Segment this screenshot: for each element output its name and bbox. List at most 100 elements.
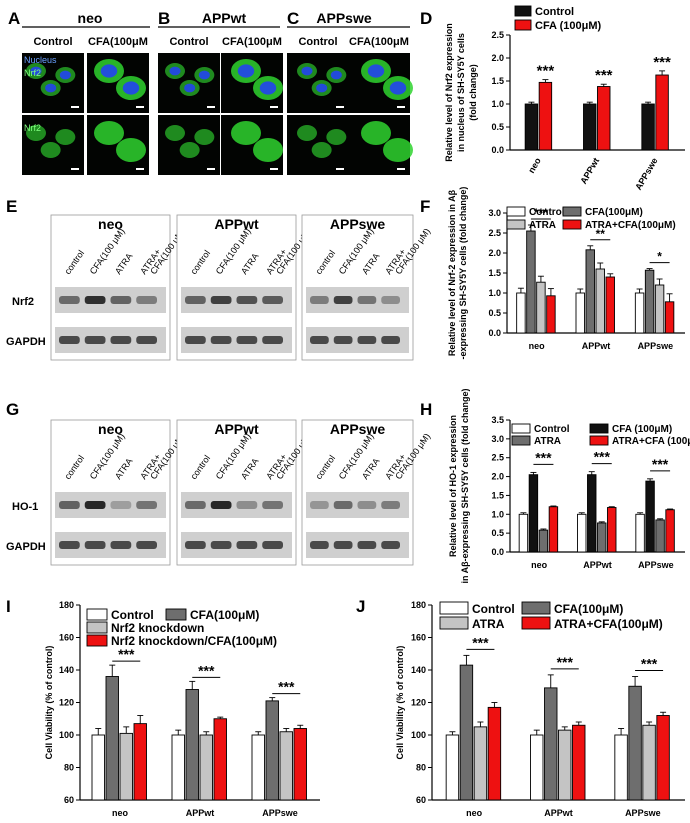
blot-band — [59, 541, 80, 549]
y-tick-label: 100 — [411, 730, 426, 740]
micro-group-title: APPwt — [202, 10, 247, 26]
micro-scalebar — [71, 168, 79, 170]
blot-band — [111, 336, 132, 344]
category-label: APPwt — [186, 808, 215, 818]
bar — [252, 735, 265, 800]
micro-group-title: neo — [78, 10, 103, 26]
y-tick-label: 3.0 — [491, 434, 504, 444]
bar — [92, 735, 105, 800]
micro-row-label-nucleus: Nucleus — [24, 55, 57, 65]
blot-band — [334, 336, 353, 344]
y-tick-label: 160 — [411, 633, 426, 643]
micro-nucleus — [45, 84, 56, 93]
micro-nucleus — [316, 84, 327, 93]
bar — [214, 719, 227, 800]
blot-band — [334, 501, 353, 509]
category-label: APPswe — [625, 808, 661, 818]
micro-nucleus — [331, 71, 342, 80]
category-label: APPswe — [262, 808, 298, 818]
panel-label-a: A — [8, 9, 20, 28]
y-axis-label: Cell Viability (% of control) — [44, 646, 54, 760]
legend-label: ATRA+CFA(100μM) — [585, 220, 676, 231]
significance-marker: *** — [595, 67, 613, 84]
panel-label-i: I — [6, 597, 11, 616]
legend-swatch — [512, 436, 530, 445]
micro-row-label-nrf2: Nrf2 — [24, 68, 41, 78]
blot-row-label-target: Nrf2 — [12, 296, 34, 308]
micro-scalebar — [71, 106, 79, 108]
panel-label-d: D — [420, 9, 432, 28]
panel-label-g: G — [6, 400, 19, 419]
micro-cell — [326, 129, 346, 145]
bar — [517, 293, 526, 333]
bar — [629, 686, 642, 800]
blot-band — [262, 501, 283, 509]
bar — [665, 302, 674, 333]
legend-swatch — [522, 602, 550, 614]
micro-condition-label: Control — [298, 36, 337, 48]
y-tick-label: 2.5 — [491, 30, 504, 40]
blot-group-title: APPwt — [214, 216, 259, 232]
micro-nucleus — [101, 64, 118, 77]
bar — [657, 716, 670, 801]
bar — [646, 481, 655, 552]
bar — [549, 507, 558, 552]
legend-label: Nrf2 knockdown/CFA(100μM) — [111, 634, 277, 648]
micro-cell — [165, 125, 185, 141]
y-tick-label: 2.5 — [491, 453, 504, 463]
micro-nucleus — [199, 71, 210, 80]
chart-d: 0.00.51.01.52.02.5Relative level of Nrf2… — [444, 6, 685, 192]
y-tick-label: 1.0 — [491, 99, 504, 109]
legend-label: Nrf2 knockdown — [111, 621, 204, 635]
blot-band — [381, 296, 400, 304]
y-axis-label: Relative level of Nrf-2 expression in Aβ — [447, 189, 457, 356]
y-tick-label: 0.5 — [491, 528, 504, 538]
blot-band — [310, 501, 329, 509]
bar — [186, 690, 199, 801]
micro-nucleus — [390, 81, 407, 94]
bar — [539, 530, 548, 552]
legend-label: CFA(100μM) — [554, 602, 623, 616]
legend-swatch — [563, 220, 581, 229]
category-label: APPswe — [638, 341, 674, 351]
bar — [642, 104, 655, 150]
y-tick-label: 2.0 — [488, 248, 501, 258]
blot-band — [262, 296, 283, 304]
legend-swatch — [515, 20, 531, 30]
bar — [656, 75, 669, 150]
bar — [666, 510, 675, 552]
legend-swatch — [87, 622, 107, 633]
blot-band — [237, 541, 258, 549]
y-tick-label: 0.0 — [491, 547, 504, 557]
micro-condition-label: Control — [169, 36, 208, 48]
bar — [529, 475, 538, 552]
bar — [608, 507, 617, 552]
blot-band — [381, 501, 400, 509]
y-tick-label: 60 — [416, 795, 426, 805]
blot-band — [59, 296, 80, 304]
bar — [531, 735, 544, 800]
y-tick-label: 100 — [59, 730, 74, 740]
panel-label-h: H — [420, 400, 432, 419]
bar — [586, 250, 595, 333]
micro-cell — [94, 121, 124, 145]
bar — [200, 735, 213, 800]
micro-cell — [55, 129, 75, 145]
y-tick-label: 120 — [411, 698, 426, 708]
blot-band — [334, 296, 353, 304]
micro-cell — [116, 138, 146, 162]
bar — [488, 707, 501, 800]
panel-label-e: E — [6, 197, 17, 216]
legend-label: ATRA — [534, 436, 561, 447]
blot-band — [111, 501, 132, 509]
bar — [446, 735, 459, 800]
bar — [527, 231, 536, 333]
chart-h: 0.0 0.5 1.0 1.5 2.0 2.5 3.0 3.5 Relative level o… — [448, 388, 690, 583]
y-axis-label: Cell Viability (% of control) — [395, 646, 405, 760]
micro-scalebar — [136, 168, 144, 170]
blot-row-label-target: HO-1 — [12, 501, 38, 513]
legend-label: CFA(100μM) — [190, 608, 259, 622]
micro-nucleus — [260, 81, 277, 94]
legend-label: CFA (100μM) — [535, 20, 602, 32]
blot-band — [111, 541, 132, 549]
